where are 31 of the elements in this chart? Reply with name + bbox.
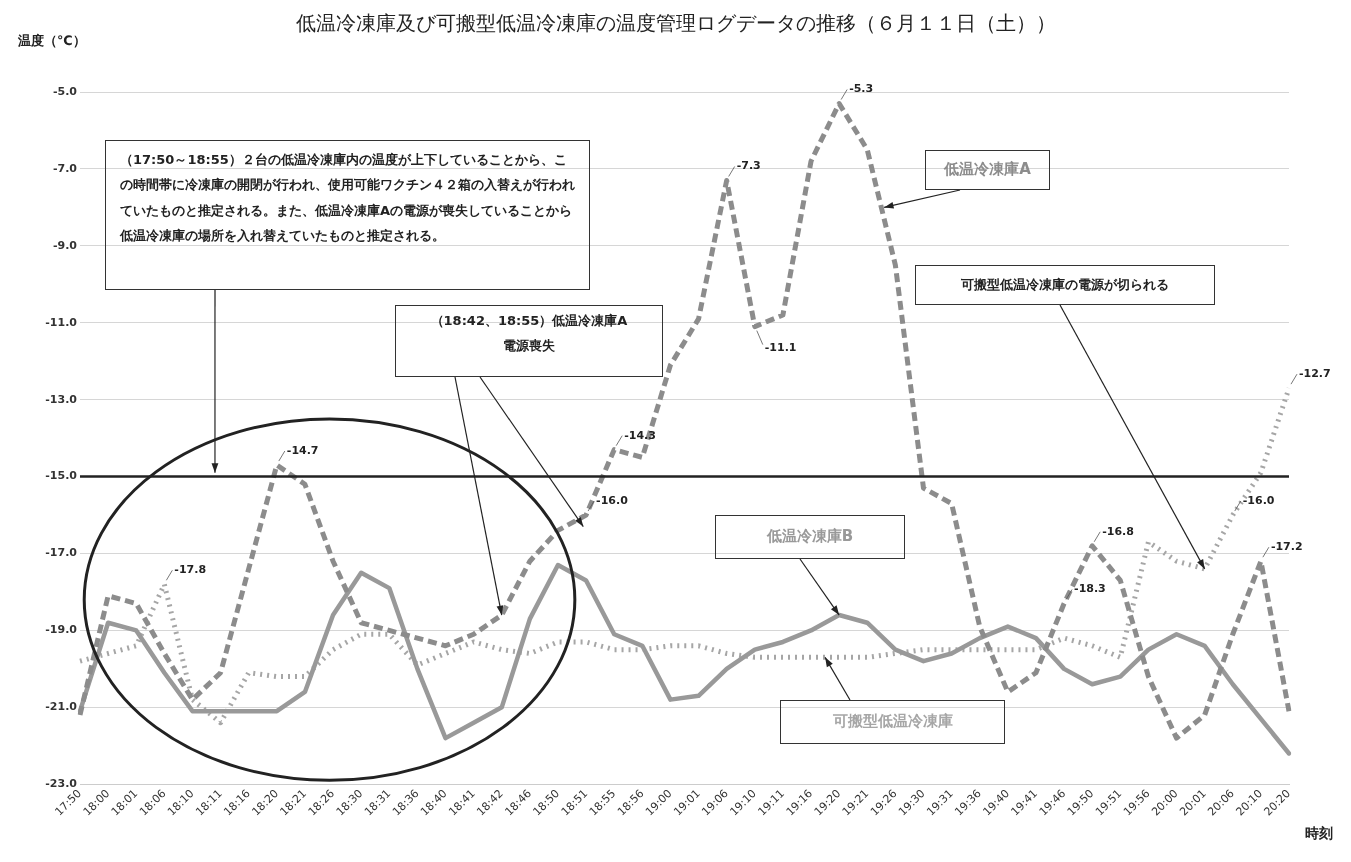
y-tick-label: -7.0 — [52, 161, 78, 175]
y-tick-label: -11.0 — [45, 315, 78, 329]
data-label: -16.8 — [1102, 524, 1134, 538]
data-label: -12.7 — [1299, 366, 1331, 380]
text: 可搬型低温冷凍庫 — [780, 700, 1005, 744]
data-label: -14.7 — [286, 443, 319, 457]
data-label: -16.0 — [596, 493, 629, 507]
x-axis-title: 時刻 — [1305, 825, 1333, 843]
data-label: -17.2 — [1270, 540, 1303, 554]
y-tick-label: -15.0 — [45, 469, 78, 483]
data-label: -18.3 — [1074, 582, 1106, 596]
annotation: （18:42、18:55）低温冷凍庫A 電源喪失 — [395, 305, 663, 377]
y-axis-title: 温度（℃） — [18, 32, 86, 50]
data-label: -16.0 — [1242, 493, 1275, 507]
chart-title: 低温冷凍庫及び可搬型低温冷凍庫の温度管理ログデータの推移（６月１１日（土）） — [295, 11, 1056, 35]
y-tick-label: -21.0 — [45, 700, 78, 714]
y-tick-label: -9.0 — [52, 238, 78, 252]
data-label: -14.3 — [624, 428, 656, 442]
data-label: -7.3 — [736, 159, 761, 173]
data-label: -11.1 — [764, 341, 797, 355]
text: 低温冷凍庫B — [715, 515, 905, 559]
text: 低温冷凍庫A — [925, 150, 1050, 190]
y-tick-label: -19.0 — [45, 623, 78, 637]
annotation: 可搬型低温冷凍庫の電源が切られる — [915, 265, 1215, 305]
y-tick-label: -23.0 — [45, 777, 78, 791]
annotation: （17:50～18:55）２台の低温冷凍庫内の温度が上下していることから、この時間帯に冷凍庫の開閉が行われ、使用可能ワクチン４２箱の入替えが行われていたものと推定される。また、低温冷凍庫Aの電源が喪失していることから低温冷凍庫の場所を入れ替えていたものと推定される。 — [105, 140, 590, 290]
data-label: -5.3 — [849, 82, 874, 96]
data-label: -17.8 — [174, 563, 207, 577]
y-tick-label: -5.0 — [52, 84, 78, 98]
y-tick-label: -17.0 — [45, 546, 78, 560]
y-tick-label: -13.0 — [45, 392, 78, 406]
